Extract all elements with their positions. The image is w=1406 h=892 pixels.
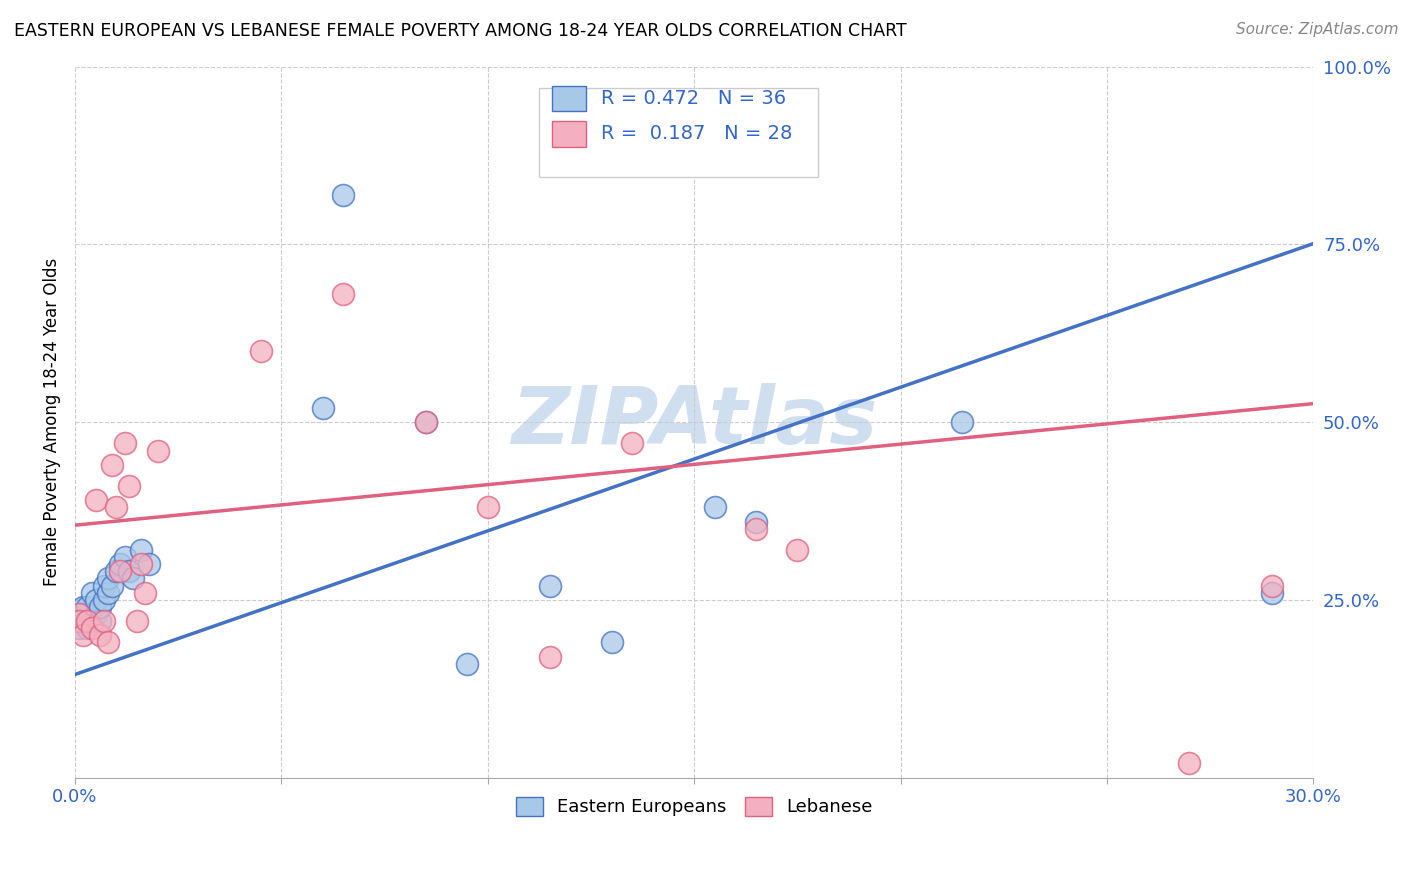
Point [101,458,124,472]
Point [84,493,107,508]
Legend: Eastern Europeans, Lebanese: Eastern Europeans, Lebanese [506,788,882,825]
Point [80,621,103,635]
Text: EASTERN EUROPEAN VS LEBANESE FEMALE POVERTY AMONG 18-24 YEAR OLDS CORRELATION CH: EASTERN EUROPEAN VS LEBANESE FEMALE POVE… [14,22,907,40]
Point [93,592,115,607]
Point [105,500,128,515]
Point [105,565,128,579]
Point [129,543,152,558]
FancyBboxPatch shape [551,86,586,112]
Point [80,614,103,628]
Point [786,543,808,558]
Point [67,614,90,628]
Point [114,550,136,565]
Point [745,515,768,529]
Point [1261,585,1284,599]
Point [93,579,115,593]
Point [118,565,141,579]
Point [415,415,437,429]
Point [89,628,111,642]
Point [952,415,974,429]
Point [76,621,98,635]
Point [118,479,141,493]
Point [121,572,143,586]
FancyBboxPatch shape [540,88,818,177]
Point [72,607,94,621]
Point [84,592,107,607]
Point [134,585,156,599]
Point [67,614,90,628]
Point [1178,756,1201,771]
Point [138,558,160,572]
Point [332,187,354,202]
Y-axis label: Female Poverty Among 18-24 Year Olds: Female Poverty Among 18-24 Year Olds [44,258,60,586]
Point [477,500,499,515]
Point [311,401,333,415]
Text: R =  0.187   N = 28: R = 0.187 N = 28 [602,125,793,144]
Point [80,585,103,599]
Text: ZIPAtlas: ZIPAtlas [510,383,877,461]
Point [97,635,120,649]
Point [93,614,115,628]
Point [72,599,94,614]
Point [97,572,120,586]
Point [538,649,561,664]
Point [745,522,768,536]
Point [125,614,148,628]
Point [332,287,354,301]
Point [76,599,98,614]
Point [1261,579,1284,593]
Point [249,343,271,358]
Point [97,585,120,599]
Point [67,607,90,621]
Point [600,635,623,649]
Point [703,500,725,515]
Point [67,621,90,635]
Point [621,436,644,450]
Text: Source: ZipAtlas.com: Source: ZipAtlas.com [1236,22,1399,37]
Point [110,558,132,572]
Point [89,614,111,628]
Point [538,579,561,593]
Point [84,607,107,621]
Point [415,415,437,429]
Point [110,565,132,579]
Text: R = 0.472   N = 36: R = 0.472 N = 36 [602,89,786,108]
Point [114,436,136,450]
Point [101,579,124,593]
Point [76,614,98,628]
FancyBboxPatch shape [551,121,586,147]
Point [456,657,478,671]
Point [129,558,152,572]
Point [89,599,111,614]
Point [67,607,90,621]
Point [72,628,94,642]
Point [146,443,169,458]
Point [72,614,94,628]
